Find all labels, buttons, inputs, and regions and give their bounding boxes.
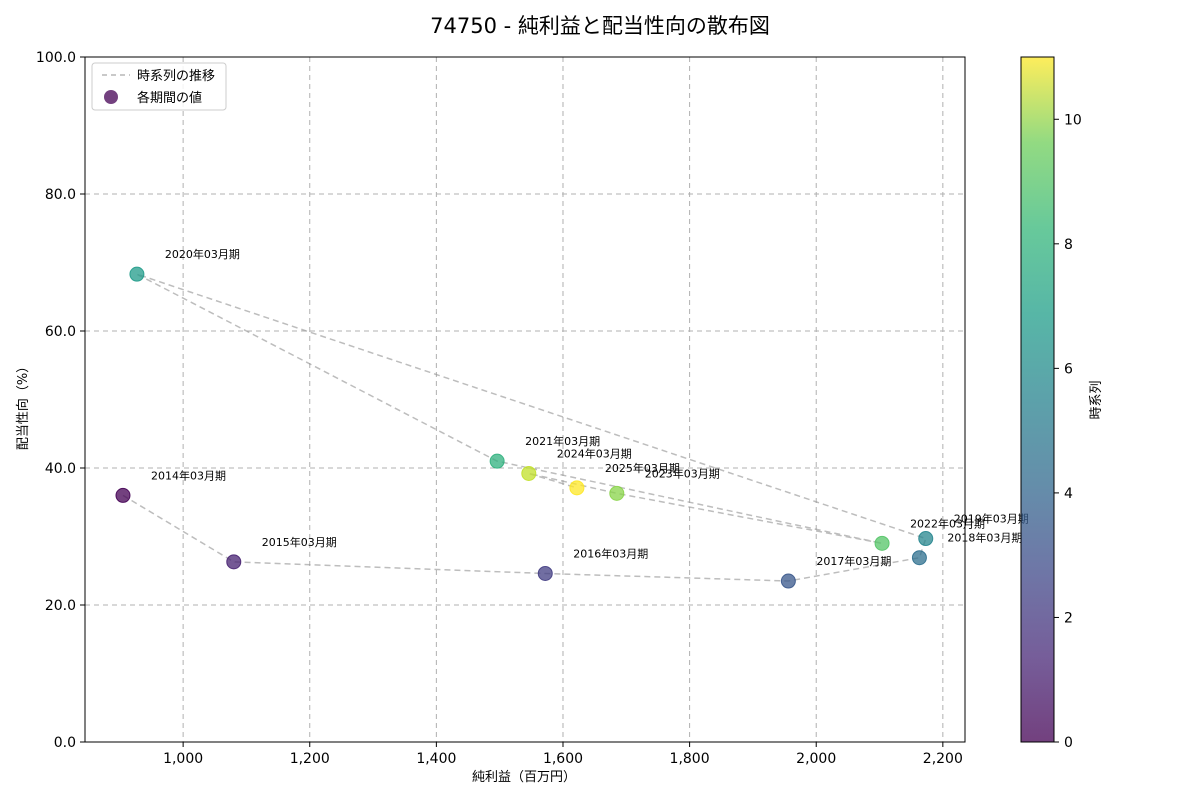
point-label: 2015年03月期 <box>262 535 337 549</box>
point-label: 2019年03月期 <box>954 512 1029 526</box>
colorbar-tick-label: 0 <box>1064 735 1073 751</box>
data-point <box>226 554 242 570</box>
data-point <box>609 485 625 501</box>
colorbar-ticks: 0 2 4 6 8 10 <box>1054 112 1082 751</box>
legend: 時系列の推移 各期間の値 <box>91 62 227 111</box>
legend-box <box>91 62 227 111</box>
x-tick-label: 1,200 <box>290 751 330 767</box>
data-point <box>918 531 934 547</box>
point-label: 2024年03月期 <box>557 446 632 460</box>
legend-marker-swatch <box>104 90 118 104</box>
colorbar-gradient <box>1021 57 1054 742</box>
y-tick-label: 0.0 <box>54 735 76 751</box>
data-point <box>489 453 505 469</box>
colorbar: 0 2 4 6 8 10 時系列 <box>1020 56 1104 751</box>
x-tick-label: 1,800 <box>670 751 710 767</box>
y-tick-label: 40.0 <box>45 461 76 477</box>
point-label: 2025年03月期 <box>605 461 680 475</box>
legend-line-label: 時系列の推移 <box>137 69 215 84</box>
x-tick-label: 2,000 <box>796 751 836 767</box>
point-label: 2016年03月期 <box>573 546 648 560</box>
colorbar-tick-label: 4 <box>1064 486 1073 502</box>
y-ticks: 0.0 20.0 40.0 60.0 80.0 100.0 <box>36 50 85 751</box>
data-point <box>874 535 890 551</box>
point-label: 2023年03月期 <box>645 466 720 480</box>
data-point <box>115 487 131 503</box>
point-label: 2021年03月期 <box>525 434 600 448</box>
point-label: 2014年03月期 <box>151 468 226 482</box>
trend-polyline <box>122 273 927 582</box>
colorbar-frame <box>1020 56 1055 743</box>
data-point <box>521 465 537 481</box>
data-point <box>569 480 585 496</box>
plot-frame <box>84 56 966 743</box>
y-tick-label: 20.0 <box>45 598 76 614</box>
trend-line <box>122 273 927 582</box>
x-ticks: 1,000 1,200 1,400 1,600 1,800 2,000 2,200 <box>163 742 963 767</box>
x-tick-label: 2,200 <box>923 751 963 767</box>
data-point <box>129 266 145 282</box>
colorbar-tick-label: 10 <box>1064 112 1082 128</box>
y-tick-label: 100.0 <box>36 50 76 66</box>
x-tick-label: 1,600 <box>543 751 583 767</box>
point-labels: 2014年03月期 2015年03月期 2016年03月期 2017年03月期 2018… <box>151 247 1029 568</box>
data-point <box>780 573 796 589</box>
x-axis-title: 純利益（百万円） <box>472 770 576 785</box>
point-label: 2017年03月期 <box>816 554 891 568</box>
y-tick-label: 60.0 <box>45 324 76 340</box>
points <box>115 266 934 589</box>
y-tick-label: 80.0 <box>45 187 76 203</box>
colorbar-tick-label: 2 <box>1064 610 1073 626</box>
colorbar-tick-label: 8 <box>1064 237 1073 253</box>
point-label: 2020年03月期 <box>165 247 240 261</box>
data-point <box>911 550 927 566</box>
colorbar-label: 時系列 <box>1089 380 1104 419</box>
point-label: 2018年03月期 <box>947 531 1022 545</box>
grid <box>85 57 965 742</box>
x-tick-label: 1,000 <box>163 751 203 767</box>
legend-marker-label: 各期間の値 <box>137 90 202 106</box>
chart-title: 74750 - 純利益と配当性向の散布図 <box>430 14 770 38</box>
data-point <box>537 565 553 581</box>
y-axis-title: 配当性向（%） <box>15 360 31 450</box>
colorbar-tick-label: 6 <box>1064 361 1073 377</box>
point-label: 2022年03月期 <box>910 516 985 530</box>
x-tick-label: 1,400 <box>416 751 456 767</box>
